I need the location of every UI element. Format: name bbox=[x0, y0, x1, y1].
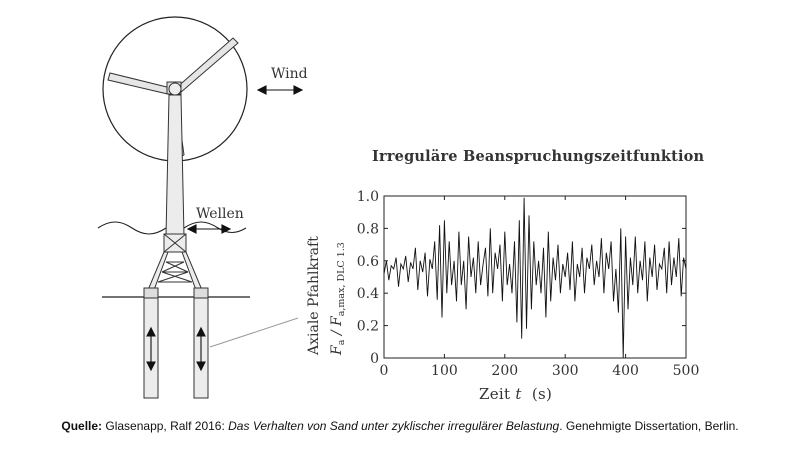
water-surface-wave bbox=[97, 221, 247, 235]
caption-work-title: Das Verhalten von Sand unter zyklischer … bbox=[228, 419, 560, 433]
y-tick-label: 0.4 bbox=[357, 286, 379, 302]
chart-title: Irreguläre Beanspruchungszeitfunktion bbox=[372, 148, 705, 165]
x-tick-label: 200 bbox=[491, 363, 518, 379]
y-tick-label: 0.2 bbox=[357, 319, 379, 335]
source-caption: Quelle: Glasenapp, Ralf 2016: Das Verhal… bbox=[0, 419, 800, 433]
y-tick-label: 0.6 bbox=[357, 254, 379, 270]
y-tick-label: 1.0 bbox=[357, 189, 379, 205]
x-tick-label: 0 bbox=[380, 363, 389, 379]
wind-label: Wind bbox=[271, 66, 308, 82]
y-tick-label: 0 bbox=[370, 351, 379, 367]
waves-label: Wellen bbox=[196, 206, 244, 222]
series-line bbox=[383, 197, 687, 359]
caption-author: Glasenapp, Ralf 2016: bbox=[102, 419, 229, 433]
plot-frame bbox=[383, 195, 687, 359]
x-tick-label: 500 bbox=[673, 363, 700, 379]
x-tick-label: 100 bbox=[431, 363, 458, 379]
x-axis-label: Zeit t (s) bbox=[479, 385, 553, 403]
caption-rest: . Genehmigte Dissertation, Berlin. bbox=[559, 419, 739, 433]
y-axis-label-line2: Fa / Fa,max, DLC 1.3 bbox=[329, 242, 347, 355]
caption-source-label: Quelle: bbox=[61, 419, 103, 433]
leader-line bbox=[209, 317, 299, 348]
wave-direction-arrow bbox=[186, 224, 232, 234]
y-tick-label: 0.8 bbox=[357, 221, 379, 237]
axis-ticks bbox=[383, 195, 687, 359]
axis-tick-labels: 0 100 200 300 400 500 0 0.2 0.4 0.6 0.8 1.0 bbox=[357, 189, 700, 379]
axial-force-arrows bbox=[146, 326, 206, 372]
x-tick-label: 300 bbox=[552, 363, 579, 379]
wind-direction-arrow bbox=[256, 85, 304, 95]
y-axis-label-line1: Axiale Pfahlkraft bbox=[306, 236, 322, 355]
x-tick-label: 400 bbox=[612, 363, 639, 379]
wind-turbine-diagram bbox=[97, 16, 304, 399]
